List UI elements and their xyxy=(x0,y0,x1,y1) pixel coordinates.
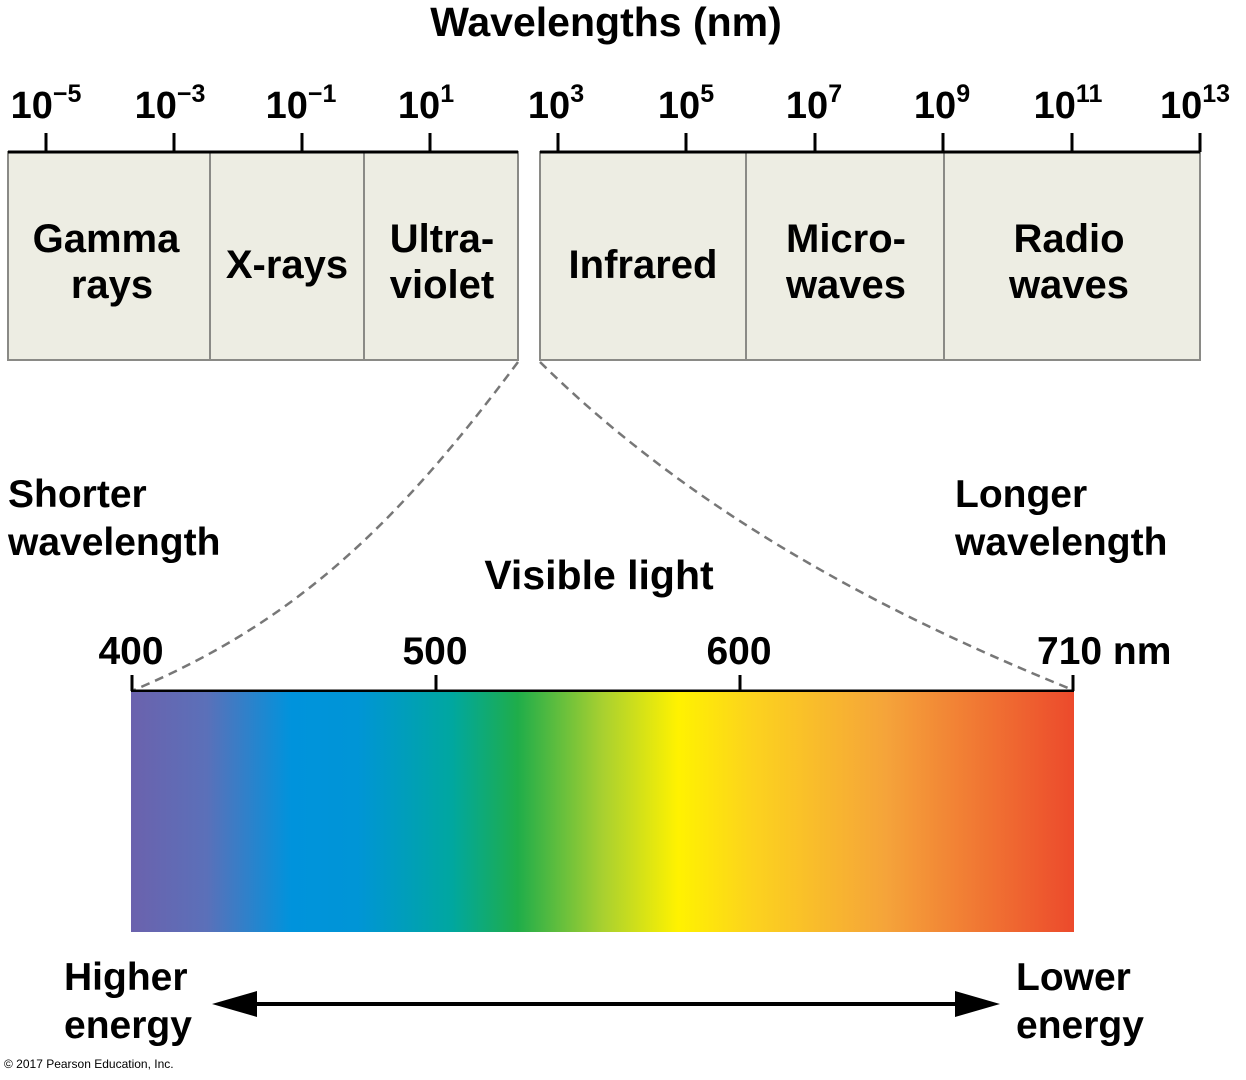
scale-tick-label: 10−1 xyxy=(266,80,337,127)
scale-tick-label: 10−3 xyxy=(135,80,206,127)
band-box-infrared xyxy=(539,151,747,361)
zoom-connectors xyxy=(133,361,1074,692)
scale-tick-label: 107 xyxy=(786,80,842,127)
band-box-microwaves xyxy=(745,151,945,361)
band-label-radio: Radio waves xyxy=(1008,217,1129,307)
scale-tick-label: 103 xyxy=(528,80,584,127)
visible-tick-label-400: 400 xyxy=(98,630,163,673)
zoom-connector-left xyxy=(133,361,520,692)
scale-tick-label: 105 xyxy=(658,80,714,127)
band-label-microwaves: Micro-waves xyxy=(785,217,906,307)
zoom-connector-right xyxy=(539,361,1074,692)
band-box-gamma xyxy=(7,151,211,361)
wavelength-scale: 10−5 10−3 10−1 101 103 105 107 109 1011 … xyxy=(11,80,1230,127)
diagram-title: Wavelengths (nm) xyxy=(430,0,782,45)
visible-tick-label-710: 710 nm xyxy=(1037,630,1171,673)
copyright-notice: © 2017 Pearson Education, Inc. xyxy=(4,1057,174,1071)
higher-energy-label: Higher energy xyxy=(64,956,192,1047)
band-label-xrays: X-rays xyxy=(226,243,348,287)
band-label-gamma: Gamma rays xyxy=(33,217,180,307)
visible-tick-label-600: 600 xyxy=(706,630,771,673)
spectrum-bands xyxy=(7,151,1201,361)
scale-tick-label: 1013 xyxy=(1160,80,1230,127)
scale-tick-label: 10−5 xyxy=(11,80,82,127)
visible-light-title: Visible light xyxy=(484,552,714,598)
band-box-radio xyxy=(943,151,1201,361)
arrow-left-head xyxy=(212,991,257,1017)
visible-axis xyxy=(130,675,1075,693)
band-label-infrared: Infrared xyxy=(569,243,718,287)
visible-tick-label-500: 500 xyxy=(402,630,467,673)
arrow-right-head xyxy=(955,991,1000,1017)
longer-wavelength-label: Longer wavelength xyxy=(954,473,1167,564)
shorter-wavelength-label: Shorter wavelength xyxy=(7,473,220,564)
scale-tick-label: 101 xyxy=(398,80,454,127)
scale-axis xyxy=(8,133,1202,154)
band-box-xrays xyxy=(209,151,365,361)
band-label-ultraviolet: Ultra-violet xyxy=(390,217,494,307)
scale-tick-label: 109 xyxy=(914,80,970,127)
scale-tick-label: 1011 xyxy=(1034,80,1103,127)
visible-spectrum-bar xyxy=(131,692,1074,932)
energy-double-arrow xyxy=(212,991,1000,1017)
lower-energy-label: Lower energy xyxy=(1016,956,1144,1047)
